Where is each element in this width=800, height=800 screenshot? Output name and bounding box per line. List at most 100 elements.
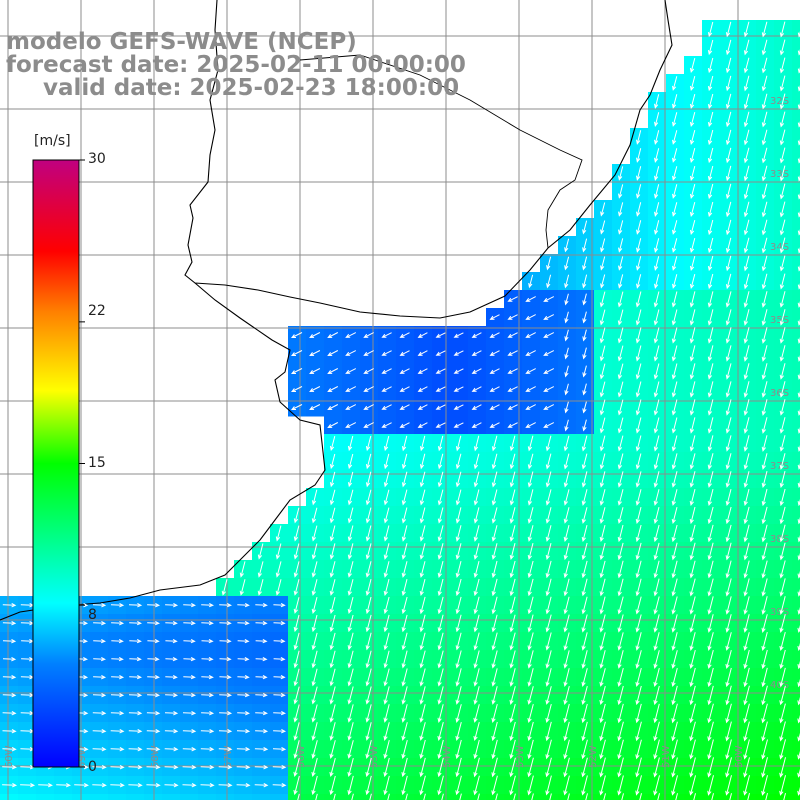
- wind-arrow: [743, 147, 750, 164]
- wind-arrow: [311, 740, 318, 759]
- wind-arrow: [293, 686, 300, 705]
- wind-arrow: [383, 489, 390, 506]
- wind-arrow: [599, 685, 606, 705]
- wind-arrow: [635, 435, 642, 452]
- wind-arrow: [527, 435, 534, 452]
- wind-arrow: [333, 793, 336, 800]
- wind-arrow: [563, 489, 570, 506]
- wind-arrow: [182, 782, 197, 788]
- wind-arrow: [455, 632, 462, 651]
- wind-arrow: [545, 435, 552, 452]
- wind-arrow: [543, 368, 555, 374]
- wind-arrow: [365, 722, 372, 741]
- wind-arrow: [164, 764, 179, 770]
- wind-arrow: [401, 775, 408, 796]
- wind-arrow: [783, 792, 786, 800]
- wind-arrow: [491, 489, 498, 506]
- wind-arrow: [599, 327, 606, 344]
- wind-arrow: [491, 578, 498, 597]
- wind-arrow: [761, 649, 768, 670]
- wind-cell: [792, 74, 800, 93]
- wind-arrow: [401, 704, 408, 723]
- wind-arrow: [617, 327, 624, 344]
- wind-arrow: [761, 596, 768, 615]
- wind-arrow: [761, 111, 768, 128]
- wind-arrow: [599, 453, 606, 470]
- wind-arrow: [383, 757, 390, 778]
- wind-cell: [558, 794, 577, 800]
- wind-arrow: [401, 471, 408, 488]
- wind-arrow: [761, 93, 768, 110]
- wind-arrow: [563, 542, 570, 561]
- wind-arrow: [311, 561, 318, 578]
- wind-arrow: [635, 506, 642, 525]
- wind-arrow: [725, 219, 732, 236]
- wind-arrow: [779, 201, 786, 218]
- wind-arrow: [507, 332, 518, 338]
- wind-arrow: [707, 739, 714, 760]
- wind-arrow: [636, 256, 642, 271]
- wind-arrow: [743, 757, 750, 778]
- wind-arrow: [564, 347, 569, 360]
- wind-arrow: [743, 560, 750, 579]
- wind-arrow: [437, 435, 444, 452]
- wind-arrow: [779, 435, 786, 452]
- wind-arrow: [453, 350, 464, 356]
- wind-arrow: [401, 525, 408, 542]
- wind-arrow: [635, 667, 642, 688]
- wind-arrow: [365, 543, 372, 560]
- wind-arrow: [743, 614, 750, 633]
- wind-arrow: [779, 237, 786, 254]
- wind-arrow: [689, 560, 696, 579]
- wind-arrow: [309, 368, 321, 375]
- wind-arrow: [617, 596, 624, 615]
- lon-label: 54W: [442, 745, 453, 768]
- lat-label: 32S: [770, 96, 789, 107]
- wind-cell: [792, 542, 800, 561]
- wind-arrow: [527, 757, 534, 778]
- wind-arrow: [635, 685, 642, 706]
- wind-arrow: [473, 507, 480, 524]
- wind-arrow: [509, 775, 516, 796]
- wind-arrow: [779, 578, 786, 597]
- wind-arrow: [455, 775, 462, 796]
- wind-arrow: [779, 291, 786, 308]
- wind-arrow: [525, 332, 536, 338]
- wind-arrow: [147, 602, 161, 608]
- wind-arrow: [747, 792, 750, 800]
- wind-arrow: [183, 638, 196, 644]
- lat-label: 33S: [770, 169, 789, 180]
- colorbar-unit: [m/s]: [34, 133, 71, 149]
- wind-arrow: [329, 543, 336, 560]
- wind-arrow: [707, 632, 714, 651]
- wind-arrow: [345, 350, 357, 356]
- wind-cell: [180, 794, 199, 800]
- wind-arrow: [743, 327, 750, 344]
- wind-arrow: [435, 332, 446, 338]
- wind-arrow: [636, 220, 642, 235]
- wind-arrow: [525, 386, 536, 392]
- wind-arrow: [489, 314, 500, 320]
- wind-cell: [792, 326, 800, 345]
- wind-arrow: [272, 746, 287, 752]
- wind-arrow: [437, 757, 444, 778]
- wind-arrow: [419, 632, 426, 651]
- wind-arrow: [347, 740, 354, 759]
- wind-arrow: [56, 782, 71, 788]
- wind-arrow: [437, 543, 444, 560]
- wind-arrow: [509, 525, 516, 542]
- wind-arrow: [365, 632, 372, 651]
- wind-arrow: [236, 782, 251, 788]
- wind-arrow: [707, 345, 714, 362]
- wind-arrow: [707, 614, 714, 633]
- wind-arrow: [672, 220, 678, 235]
- wind-arrow: [165, 656, 178, 662]
- wind-arrow: [381, 368, 392, 374]
- wind-cell: [792, 236, 800, 255]
- wind-arrow: [293, 775, 300, 796]
- wind-arrow: [347, 650, 354, 669]
- wind-arrow: [329, 489, 336, 506]
- wind-arrow: [2, 674, 17, 680]
- wind-arrow: [489, 404, 500, 410]
- wind-arrow: [654, 238, 660, 253]
